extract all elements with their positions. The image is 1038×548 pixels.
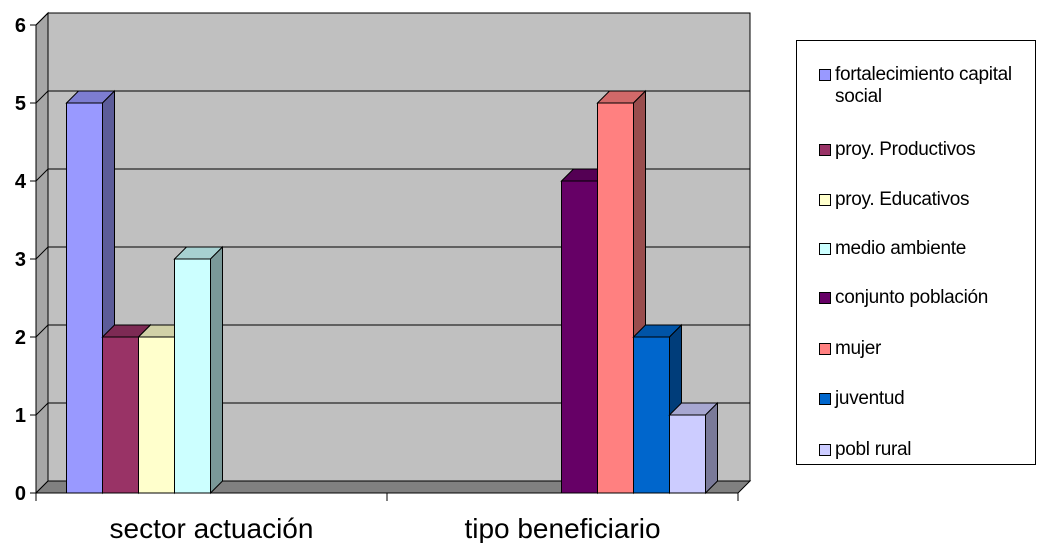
gridline-side: [35, 246, 49, 260]
legend-swatch: [819, 292, 831, 304]
legend-swatch: [819, 444, 831, 456]
bar: [669, 414, 706, 494]
legend-item: mujer: [819, 338, 1025, 360]
bar-side: [705, 401, 718, 495]
legend-item: proy. Educativos: [819, 189, 1025, 211]
x-category-label: tipo beneficiario: [464, 513, 660, 543]
x-category-label: sector actuación: [110, 513, 314, 543]
gridline-side: [35, 402, 49, 416]
bar: [102, 336, 139, 494]
legend: fortalecimiento capital social proy. Pro…: [796, 40, 1036, 465]
legend-swatch: [819, 144, 831, 156]
gridline-side: [35, 12, 49, 26]
y-tick-label: 3: [15, 249, 26, 271]
legend-label: mujer: [835, 338, 882, 359]
legend-label: conjunto población: [835, 287, 989, 308]
legend-label: proy. Educativos: [835, 189, 970, 210]
legend-item: medio ambiente: [819, 238, 1025, 260]
gridline-side: [35, 324, 49, 338]
bar: [633, 336, 670, 494]
legend-item: juventud: [819, 388, 1025, 410]
legend-item: conjunto población: [819, 287, 1025, 309]
legend-item: fortalecimiento capital social: [819, 64, 1025, 108]
legend-swatch: [819, 69, 831, 81]
legend-swatch: [819, 243, 831, 255]
legend-item: pobl rural: [819, 439, 1025, 461]
legend-label: medio ambiente: [835, 238, 966, 259]
y-tick-label: 0: [15, 483, 26, 505]
legend-label: juventud: [835, 388, 905, 409]
bar: [66, 102, 103, 494]
bar: [561, 180, 598, 494]
legend-swatch: [819, 194, 831, 206]
bar-side: [210, 245, 223, 495]
bar: [138, 336, 175, 494]
legend-swatch: [819, 393, 831, 405]
y-tick-label: 1: [15, 405, 26, 427]
y-tick-label: 6: [15, 15, 26, 37]
legend-item: proy. Productivos: [819, 139, 1025, 161]
gridline-side: [35, 168, 49, 182]
y-tick-label: 2: [15, 327, 26, 349]
y-tick-label: 5: [15, 93, 26, 115]
bar: [597, 102, 634, 494]
legend-label: pobl rural: [835, 439, 912, 460]
legend-label: fortalecimiento capital social: [835, 64, 1012, 107]
y-tick-label: 4: [15, 171, 27, 193]
bar: [174, 258, 211, 494]
legend-swatch: [819, 343, 831, 355]
gridline-side: [35, 90, 49, 104]
legend-label: proy. Productivos: [835, 139, 976, 160]
